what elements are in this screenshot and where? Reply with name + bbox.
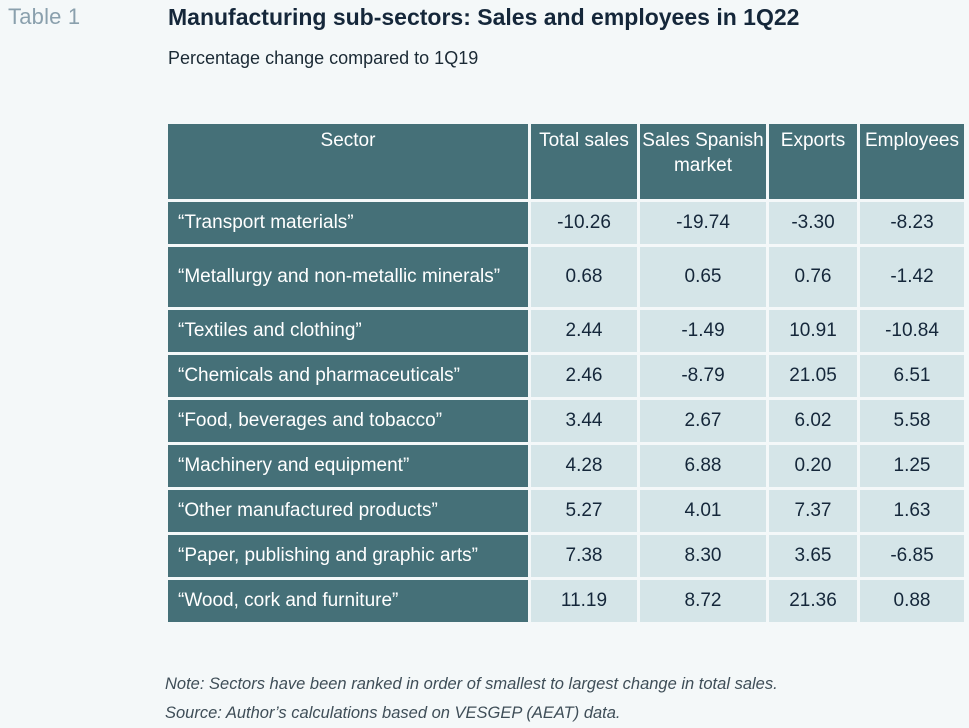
header-row: Sector Total sales Sales Spanish market …	[168, 124, 964, 199]
sales-spanish-market-cell: -19.74	[640, 202, 766, 244]
employees-cell: 1.25	[860, 445, 964, 487]
exports-cell: 21.05	[769, 355, 857, 397]
sector-cell: “Paper, publishing and graphic arts”	[168, 535, 528, 577]
sales-spanish-market-cell: -1.49	[640, 310, 766, 352]
column-header-sales-spanish-market: Sales Spanish market	[640, 124, 766, 199]
table-number-label: Table 1	[8, 4, 81, 29]
total-sales-cell: 5.27	[531, 490, 637, 532]
column-header-total-sales: Total sales	[531, 124, 637, 199]
table-row: “Chemicals and pharmaceuticals” 2.46 -8.…	[168, 355, 964, 397]
exports-cell: 3.65	[769, 535, 857, 577]
table-row: “Machinery and equipment” 4.28 6.88 0.20…	[168, 445, 964, 487]
sector-cell: “Other manufactured products”	[168, 490, 528, 532]
total-sales-cell: 0.68	[531, 247, 637, 307]
table-row: “Wood, cork and furniture” 11.19 8.72 21…	[168, 580, 964, 622]
employees-cell: -1.42	[860, 247, 964, 307]
exports-cell: -3.30	[769, 202, 857, 244]
total-sales-cell: 2.44	[531, 310, 637, 352]
sector-cell: “Food, beverages and tobacco”	[168, 400, 528, 442]
sector-cell: “Transport materials”	[168, 202, 528, 244]
table-row: “Food, beverages and tobacco” 3.44 2.67 …	[168, 400, 964, 442]
table-subtitle: Percentage change compared to 1Q19	[168, 48, 479, 68]
employees-cell: 0.88	[860, 580, 964, 622]
sales-spanish-market-cell: 4.01	[640, 490, 766, 532]
table-row: “Other manufactured products” 5.27 4.01 …	[168, 490, 964, 532]
table-row: “Transport materials” -10.26 -19.74 -3.3…	[168, 202, 964, 244]
employees-cell: 1.63	[860, 490, 964, 532]
exports-cell: 10.91	[769, 310, 857, 352]
data-table: Sector Total sales Sales Spanish market …	[165, 121, 967, 625]
table-source: Source: Author’s calculations based on V…	[165, 704, 621, 722]
exports-cell: 21.36	[769, 580, 857, 622]
total-sales-cell: -10.26	[531, 202, 637, 244]
sales-spanish-market-cell: 0.65	[640, 247, 766, 307]
employees-cell: -8.23	[860, 202, 964, 244]
sector-cell: “Chemicals and pharmaceuticals”	[168, 355, 528, 397]
sales-spanish-market-cell: 2.67	[640, 400, 766, 442]
table-row: “Textiles and clothing” 2.44 -1.49 10.91…	[168, 310, 964, 352]
column-header-sector: Sector	[168, 124, 528, 199]
sales-spanish-market-cell: -8.79	[640, 355, 766, 397]
exports-cell: 0.76	[769, 247, 857, 307]
notes-block: Note: Sectors have been ranked in order …	[165, 670, 778, 728]
sales-spanish-market-cell: 6.88	[640, 445, 766, 487]
table-note: Note: Sectors have been ranked in order …	[165, 675, 778, 693]
table-row: “Paper, publishing and graphic arts” 7.3…	[168, 535, 964, 577]
column-header-exports: Exports	[769, 124, 857, 199]
exports-cell: 7.37	[769, 490, 857, 532]
table-row: “Metallurgy and non-metallic minerals” 0…	[168, 247, 964, 307]
column-header-employees: Employees	[860, 124, 964, 199]
employees-cell: 5.58	[860, 400, 964, 442]
employees-cell: 6.51	[860, 355, 964, 397]
sector-cell: “Textiles and clothing”	[168, 310, 528, 352]
exports-cell: 0.20	[769, 445, 857, 487]
sales-spanish-market-cell: 8.72	[640, 580, 766, 622]
total-sales-cell: 2.46	[531, 355, 637, 397]
sector-cell: “Machinery and equipment”	[168, 445, 528, 487]
employees-cell: -10.84	[860, 310, 964, 352]
total-sales-cell: 11.19	[531, 580, 637, 622]
table-title: Manufacturing sub-sectors: Sales and emp…	[168, 4, 800, 30]
sector-cell: “Wood, cork and furniture”	[168, 580, 528, 622]
total-sales-cell: 7.38	[531, 535, 637, 577]
sales-spanish-market-cell: 8.30	[640, 535, 766, 577]
sector-cell: “Metallurgy and non-metallic minerals”	[168, 247, 528, 307]
total-sales-cell: 4.28	[531, 445, 637, 487]
employees-cell: -6.85	[860, 535, 964, 577]
exports-cell: 6.02	[769, 400, 857, 442]
total-sales-cell: 3.44	[531, 400, 637, 442]
